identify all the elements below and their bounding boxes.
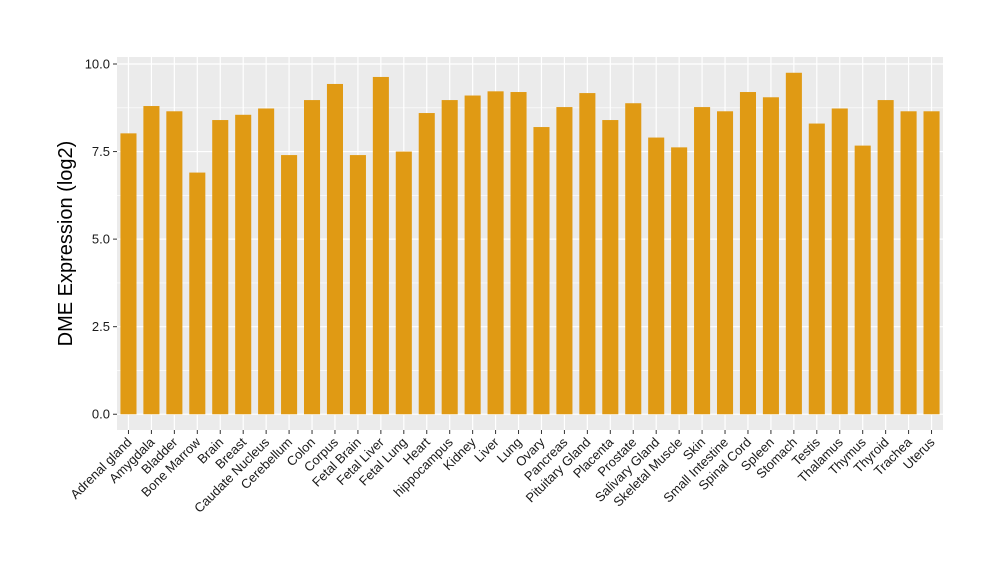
- bar: [395, 151, 412, 415]
- y-tick-label: 10.0: [85, 57, 110, 72]
- bar: [120, 133, 137, 415]
- bar: [441, 100, 458, 415]
- bar: [671, 147, 688, 415]
- y-axis-title: DME Expression (log2): [55, 141, 77, 347]
- bar: [762, 97, 779, 415]
- bars: [120, 72, 940, 415]
- bar: [464, 95, 481, 415]
- bar: [900, 111, 917, 415]
- bar: [258, 108, 275, 415]
- bar: [372, 76, 389, 415]
- bar: [716, 111, 734, 415]
- bar: [533, 127, 550, 415]
- bar: [785, 72, 802, 415]
- y-axis-ticks: 0.0 2.5 5.0 7.5 10.0: [85, 57, 117, 422]
- bar: [602, 120, 619, 415]
- bar: [487, 91, 504, 415]
- bar: [648, 137, 665, 415]
- y-tick-label: 0.0: [92, 407, 110, 422]
- minor-gridlines: [117, 107, 943, 371]
- bar: [877, 100, 894, 415]
- bar: [923, 111, 940, 415]
- bar: [212, 120, 229, 415]
- y-tick-label: 5.0: [92, 232, 110, 247]
- bar: [235, 114, 252, 415]
- bar: [854, 145, 871, 415]
- bar: [166, 111, 183, 415]
- bar: [579, 93, 596, 415]
- bar: [510, 92, 527, 415]
- bar: [326, 83, 344, 415]
- bar: [418, 113, 435, 415]
- y-tick-label: 2.5: [92, 319, 110, 334]
- plot-panel: [117, 57, 943, 430]
- bar: [625, 103, 642, 415]
- y-tick-label: 7.5: [92, 144, 110, 159]
- bar: [831, 108, 848, 415]
- bar: [189, 172, 206, 415]
- bar: [143, 106, 160, 415]
- bar: [281, 155, 298, 415]
- bar: [556, 107, 573, 415]
- bar: [694, 107, 711, 415]
- bar: [808, 123, 825, 415]
- bar: [739, 92, 757, 415]
- bar: [349, 155, 366, 415]
- bar: [303, 100, 321, 415]
